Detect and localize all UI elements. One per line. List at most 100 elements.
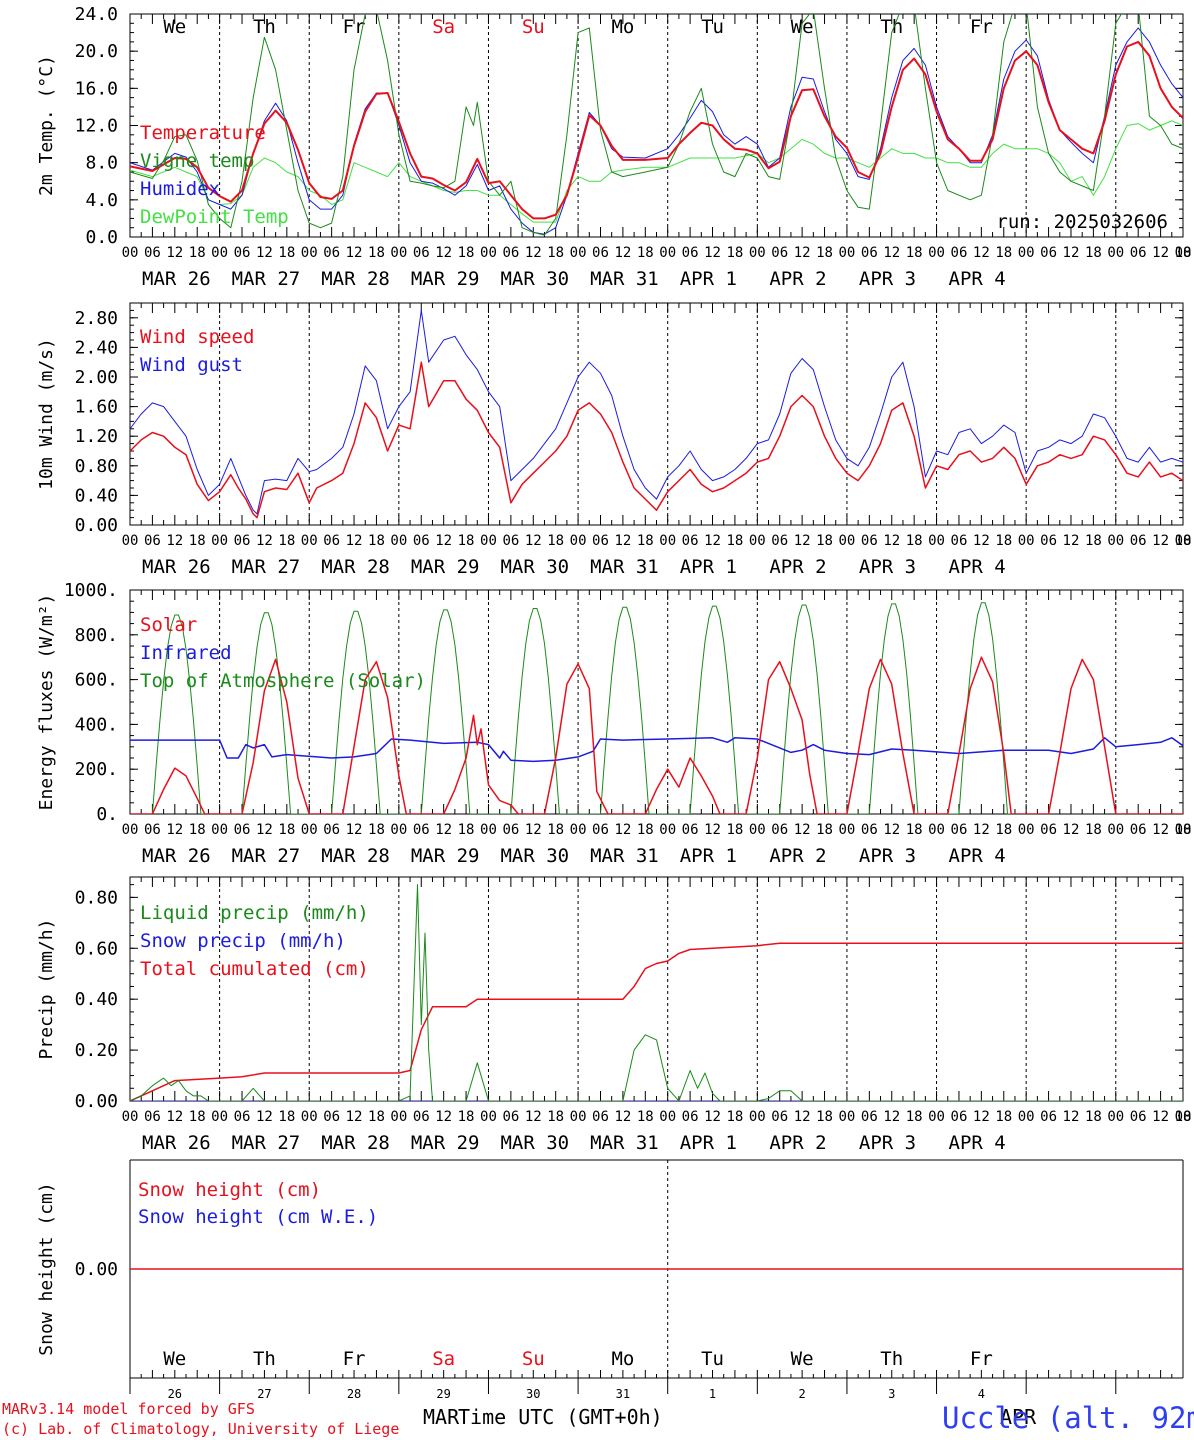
x-hour-label: 12 xyxy=(256,245,273,261)
x-hour-label: 00 xyxy=(1107,245,1124,261)
x-hour-label: 06 xyxy=(592,1109,609,1125)
x-hour-label: 00 xyxy=(928,822,945,838)
weekday-label: Tu xyxy=(701,16,724,38)
x-hour-label: 06 xyxy=(771,245,788,261)
x-hour-label: 18 xyxy=(189,822,206,838)
x-hour-label: 18 xyxy=(726,1109,743,1125)
x-hour-label: 12 xyxy=(166,1109,183,1125)
y-tick-label: 2.00 xyxy=(75,367,118,388)
y-tick-label: 0.80 xyxy=(75,887,118,908)
series-total-cumulated-cm- xyxy=(130,942,1183,1101)
x-hour-label: 12 xyxy=(973,1109,990,1125)
legend-top-of-atmosphere-solar-: Top of Atmosphere (Solar) xyxy=(140,670,426,692)
x-hour-label: 12 xyxy=(346,245,363,261)
x-hour-label: 18 xyxy=(1175,533,1192,549)
weekday-label: Fr xyxy=(343,1348,366,1370)
weekday-label: Tu xyxy=(701,1348,724,1370)
x-date-label: APR 2 xyxy=(769,556,826,578)
x-hour-label: 18 xyxy=(816,822,833,838)
series-humidex xyxy=(130,27,1183,235)
y-tick-label: 0.00 xyxy=(75,1259,118,1280)
x-hour-label: 06 xyxy=(144,822,161,838)
x-hour-label: 18 xyxy=(458,245,475,261)
x-hour-label: 06 xyxy=(323,822,340,838)
x-hour-label: 06 xyxy=(234,822,251,838)
series-liquid-precip-mm-h- xyxy=(130,884,1183,1101)
weekday-label: We xyxy=(163,1348,186,1370)
credit-line-1: MARv3.14 model forced by GFS xyxy=(2,1400,255,1418)
weekday-label: Mo xyxy=(611,16,634,38)
x-hour-label: 18 xyxy=(637,822,654,838)
x-hour-label: 12 xyxy=(794,245,811,261)
x-hour-label: 06 xyxy=(502,1109,519,1125)
weekday-label: Su xyxy=(522,16,545,38)
day-number-label: 27 xyxy=(257,1387,271,1401)
x-hour-label: 06 xyxy=(144,245,161,261)
x-hour-label: 18 xyxy=(189,533,206,549)
x-hour-label: 00 xyxy=(122,822,139,838)
legend-total-cumulated-cm-: Total cumulated (cm) xyxy=(140,958,369,980)
x-hour-label: 18 xyxy=(458,822,475,838)
x-hour-label: 06 xyxy=(682,245,699,261)
x-hour-label: 12 xyxy=(525,1109,542,1125)
x-hour-label: 00 xyxy=(659,1109,676,1125)
x-hour-label: 06 xyxy=(592,533,609,549)
x-hour-label: 00 xyxy=(839,245,856,261)
y-tick-label: 800. xyxy=(75,625,118,646)
series-infrared xyxy=(130,737,1183,763)
x-date-label: MAR 27 xyxy=(232,845,301,867)
x-axis-label: Time UTC (GMT+0h) xyxy=(458,1405,663,1429)
x-date-label: MAR 29 xyxy=(411,845,480,867)
x-date-label: APR 1 xyxy=(680,268,737,290)
y-tick-label: 0. xyxy=(96,804,118,825)
y-tick-label: 24.0 xyxy=(75,4,118,25)
x-hour-label: 06 xyxy=(323,533,340,549)
x-hour-label: 06 xyxy=(951,822,968,838)
x-hour-label: 00 xyxy=(301,533,318,549)
x-hour-label: 06 xyxy=(413,533,430,549)
x-hour-label: 18 xyxy=(547,822,564,838)
y-tick-label: 400. xyxy=(75,714,118,735)
series-top-of-atmosphere-solar- xyxy=(130,602,1027,814)
x-hour-label: 06 xyxy=(1130,533,1147,549)
x-date-label: MAR 30 xyxy=(500,268,569,290)
x-date-label: MAR 31 xyxy=(590,1132,659,1154)
x-hour-label: 12 xyxy=(435,822,452,838)
x-hour-label: 06 xyxy=(951,245,968,261)
x-hour-label: 12 xyxy=(614,1109,631,1125)
x-hour-label: 06 xyxy=(861,822,878,838)
panel-frame xyxy=(129,302,1184,526)
x-hour-label: 18 xyxy=(637,245,654,261)
x-hour-label: 12 xyxy=(794,533,811,549)
x-hour-label: 00 xyxy=(211,245,228,261)
x-hour-label: 06 xyxy=(502,245,519,261)
x-hour-label: 12 xyxy=(346,1109,363,1125)
panel-wind: 0.00 0.40 0.80 1.20 1.60 2.00 2.40 2.80 10m Wind… xyxy=(36,302,1192,578)
x-hour-label: 06 xyxy=(592,245,609,261)
x-hour-label: 18 xyxy=(995,533,1012,549)
x-hour-label: 06 xyxy=(502,533,519,549)
x-hour-label: 06 xyxy=(413,245,430,261)
x-hour-label: 12 xyxy=(525,533,542,549)
y-tick-label: 0.20 xyxy=(75,1040,118,1061)
x-hour-label: 12 xyxy=(614,245,631,261)
x-hour-label: 00 xyxy=(1175,245,1192,261)
x-hour-label: 12 xyxy=(883,1109,900,1125)
x-hour-label: 00 xyxy=(749,245,766,261)
x-hour-label: 06 xyxy=(682,1109,699,1125)
x-hour-label: 06 xyxy=(323,245,340,261)
y-tick-label: 4.0 xyxy=(85,190,118,211)
x-hour-label: 06 xyxy=(1040,533,1057,549)
x-hour-label: 00 xyxy=(211,1109,228,1125)
x-hour-label: 00 xyxy=(480,1109,497,1125)
x-hour-label: 18 xyxy=(1175,822,1192,838)
x-hour-label: 18 xyxy=(906,822,923,838)
panel-precip: 0.00 0.20 0.40 0.60 0.80 Precip (mm/h) 00 06 12 1… xyxy=(36,876,1191,1154)
y-axis-label: Snow height (cm) xyxy=(36,1182,57,1355)
x-hour-label: 06 xyxy=(323,1109,340,1125)
x-hour-label: 06 xyxy=(144,1109,161,1125)
legend-humidex: Humidex xyxy=(140,178,220,200)
y-tick-label: 0.60 xyxy=(75,938,118,959)
month-label-apr: APR xyxy=(1000,1405,1037,1429)
